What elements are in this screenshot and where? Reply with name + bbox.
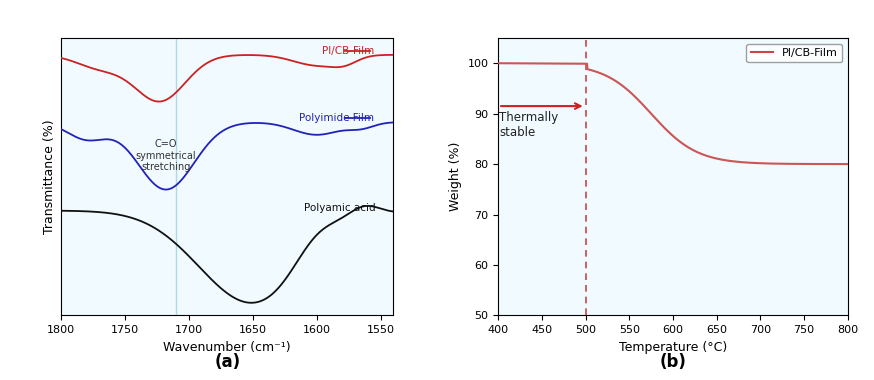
Text: (b): (b): [660, 353, 686, 371]
Y-axis label: Weight (%): Weight (%): [449, 142, 461, 211]
Legend: PI/CB-Film: PI/CB-Film: [746, 44, 843, 62]
X-axis label: Temperature (°C): Temperature (°C): [619, 341, 727, 354]
X-axis label: Wavenumber (cm⁻¹): Wavenumber (cm⁻¹): [163, 341, 291, 354]
Text: (a): (a): [214, 353, 240, 371]
Text: C=O
symmetrical
stretching: C=O symmetrical stretching: [135, 139, 197, 172]
Text: PI/CB-Film: PI/CB-Film: [322, 46, 374, 55]
Text: Thermally
stable: Thermally stable: [499, 111, 558, 139]
Y-axis label: Transmittance (%): Transmittance (%): [43, 119, 56, 234]
Text: Polyimide Film: Polyimide Film: [299, 113, 374, 123]
Text: Polyamic acid: Polyamic acid: [304, 203, 376, 214]
